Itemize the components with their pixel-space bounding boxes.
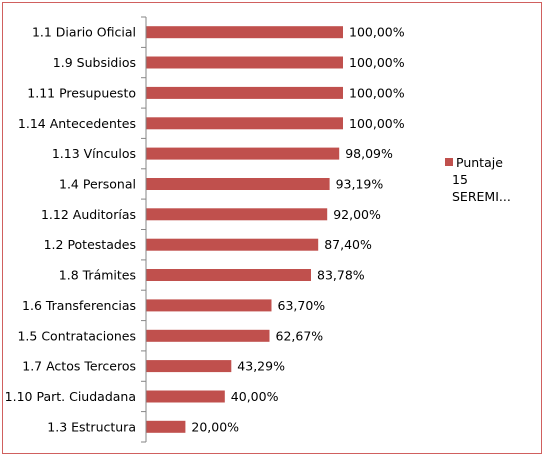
data-label-3: 100,00%	[349, 116, 405, 131]
category-label-7: 1.2 Potestades	[44, 237, 136, 252]
legend-label: Puntaje 15 SEREMI...	[452, 155, 511, 204]
data-label-0: 100,00%	[349, 25, 405, 40]
category-label-3: 1.14 Antecedentes	[18, 116, 136, 131]
data-label-7: 87,40%	[324, 237, 372, 252]
bar-8	[146, 269, 311, 281]
bar-0	[146, 26, 343, 39]
data-label-2: 100,00%	[349, 85, 405, 100]
data-label-10: 62,67%	[276, 328, 324, 343]
category-label-0: 1.1 Diario Oficial	[32, 25, 136, 40]
y-axis-ticks	[141, 16, 146, 443]
bar-4	[146, 147, 340, 160]
legend-line-0: Puntaje	[456, 155, 503, 170]
data-label-6: 92,00%	[333, 207, 381, 222]
data-label-4: 98,09%	[345, 146, 393, 161]
bar-1	[146, 56, 343, 69]
category-label-5: 1.4 Personal	[59, 177, 136, 192]
category-label-2: 1.11 Presupuesto	[27, 85, 136, 100]
category-label-8: 1.8 Trámites	[59, 268, 136, 283]
bar-12	[146, 390, 225, 403]
category-label-6: 1.12 Auditorías	[41, 207, 136, 222]
bar-10	[146, 329, 270, 342]
data-label-5: 93,19%	[336, 177, 384, 192]
chart-frame	[2, 2, 542, 454]
category-label-1: 1.9 Subsidios	[53, 55, 136, 70]
legend: Puntaje 15 SEREMI...	[445, 155, 511, 204]
category-label-12: 1.10 Part. Ciudadana	[5, 389, 136, 404]
category-label-9: 1.6 Transferencias	[22, 298, 136, 313]
data-label-8: 83,78%	[317, 268, 365, 283]
data-label-1: 100,00%	[349, 55, 405, 70]
bar-5	[146, 178, 330, 190]
data-label-9: 63,70%	[278, 298, 326, 313]
bars-group	[146, 26, 343, 433]
bar-3	[146, 117, 343, 130]
data-label-11: 43,29%	[237, 359, 285, 374]
bar-6	[146, 208, 328, 221]
category-labels-group: 1.1 Diario Oficial 1.9 Subsidios 1.11 Pres…	[5, 25, 136, 435]
legend-line-1: 15	[452, 172, 468, 187]
data-label-13: 20,00%	[191, 419, 239, 434]
category-label-13: 1.3 Estructura	[47, 419, 136, 434]
bar-13	[146, 420, 186, 433]
category-label-4: 1.13 Vínculos	[52, 146, 136, 161]
legend-line-2: SEREMI...	[452, 189, 511, 204]
bar-11	[146, 360, 232, 373]
data-label-12: 40,00%	[231, 389, 279, 404]
category-label-11: 1.7 Actos Terceros	[22, 359, 136, 374]
bar-9	[146, 299, 272, 312]
category-label-10: 1.5 Contrataciones	[17, 328, 136, 343]
data-labels-group: 100,00% 100,00% 100,00% 100,00% 98,09% 93,19%…	[191, 25, 404, 435]
bar-2	[146, 86, 343, 99]
bar-7	[146, 238, 319, 251]
legend-swatch	[445, 158, 453, 166]
